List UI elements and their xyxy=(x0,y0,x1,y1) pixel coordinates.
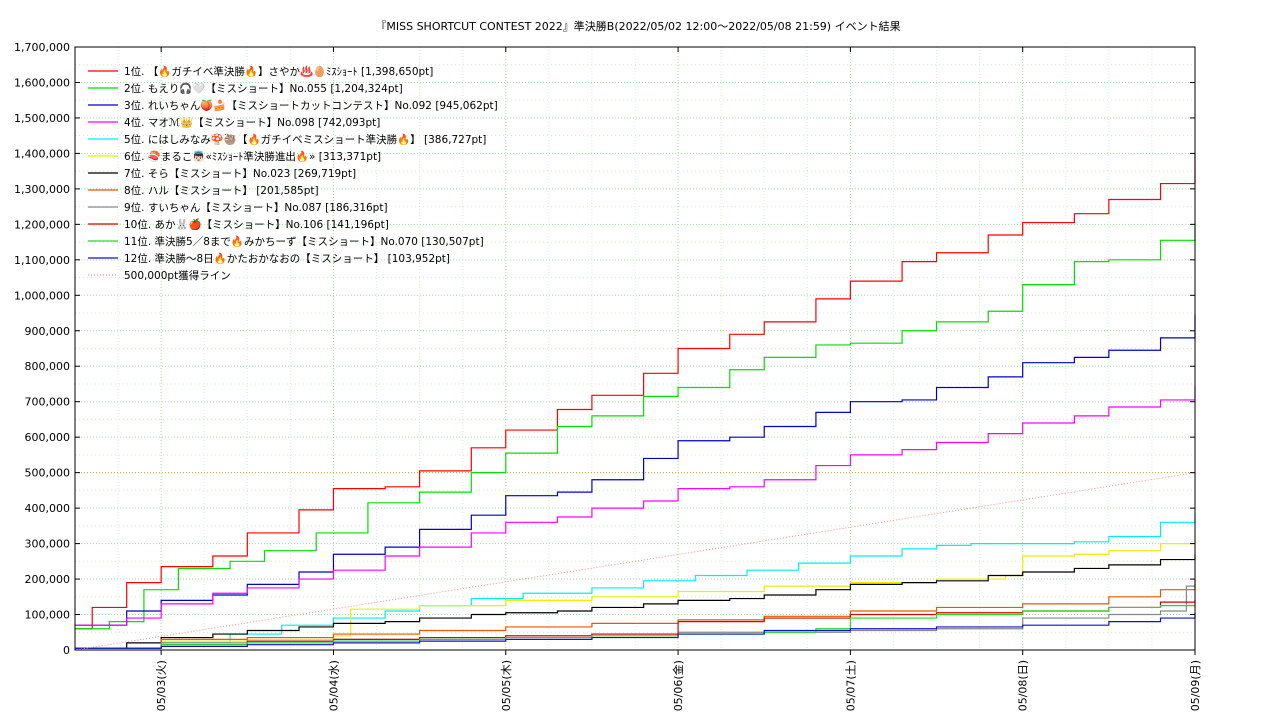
legend-label: 10位. あか🐰🍎【ミスショート】No.106 [141,196pt] xyxy=(124,218,389,231)
legend-label: 1位. 【🔥ガチイベ準決勝🔥】さやか♨️🥚ﾐｽｼｮｰﾄ [1,398,650pt… xyxy=(124,65,433,78)
y-tick-label: 300,000 xyxy=(25,538,71,551)
grid xyxy=(75,47,1195,650)
y-tick-label: 1,600,000 xyxy=(14,76,70,89)
y-tick-label: 1,300,000 xyxy=(14,183,70,196)
x-tick-label: 05/07(土) xyxy=(844,660,857,711)
legend-label: 8位. ハル【ミスショート】 [201,585pt] xyxy=(124,184,319,197)
series-line-7 xyxy=(75,554,1196,649)
legend: 1位. 【🔥ガチイベ準決勝🔥】さやか♨️🥚ﾐｽｼｮｰﾄ [1,398,650pt… xyxy=(88,65,498,282)
y-tick-label: 400,000 xyxy=(25,502,71,515)
x-tick-label: 05/06(金) xyxy=(671,660,685,711)
series-line-12 xyxy=(75,613,1196,649)
x-tick-label: 05/05(木) xyxy=(500,660,513,711)
y-tick-label: 1,200,000 xyxy=(14,218,70,231)
y-tick-label: 100,000 xyxy=(25,609,71,622)
y-tick-label: 800,000 xyxy=(25,360,71,373)
y-tick-label: 1,100,000 xyxy=(14,254,70,267)
y-tick-label: 900,000 xyxy=(25,325,71,338)
x-axis: 05/03(火) 05/04(水) 05/05(木) 05/06(金) 05/07(土)… xyxy=(155,47,1202,711)
y-tick-label: 200,000 xyxy=(25,573,71,586)
series-line-2 xyxy=(75,222,1196,630)
y-tick-label: 700,000 xyxy=(25,396,71,409)
legend-label: 5位. にはしみなみ🍄🦥【🔥ガチイベミスショート準決勝🔥】 [386,727pt… xyxy=(124,133,486,146)
series-line-4 xyxy=(75,386,1196,626)
x-tick-label: 05/03(火) xyxy=(155,660,168,711)
y-axis: 0 100,000 200,000 300,000 400,000 500,000 600,… xyxy=(14,41,1195,657)
y-tick-label: 600,000 xyxy=(25,431,71,444)
legend-label: 9位. すいちゃん【ミスショート】No.087 [186,316pt] xyxy=(124,201,388,214)
series-lines xyxy=(74,153,1196,651)
legend-label: 4位. マオℳ👑【ミスショート】No.098 [742,093pt] xyxy=(124,116,380,129)
legend-label: 7位. そら【ミスショート】No.023 [269,719pt] xyxy=(124,167,356,180)
y-tick-label: 1,700,000 xyxy=(14,41,70,54)
legend-label: 11位. 準決勝5／8まで🔥みかちーず【ミスショート】No.070 [130,5… xyxy=(124,235,484,248)
x-tick-label: 05/08(日) xyxy=(1017,660,1030,711)
y-tick-label: 500,000 xyxy=(25,467,71,480)
chart-title: 『MISS SHORTCUT CONTEST 2022』準決勝B(2022/05… xyxy=(375,19,900,33)
plot-area xyxy=(74,46,1196,651)
y-tick-label: 1,500,000 xyxy=(14,112,70,125)
legend-label: 6位. 🍣まるこ👼🏻«ﾐｽｼｮｰﾄ準決勝進出🔥» [313,371pt] xyxy=(124,150,381,163)
series-line-8 xyxy=(75,578,1196,649)
legend-label: 12位. 準決勝〜8日🔥かたおかなおの【ミスショート】 [103,952pt] xyxy=(124,252,450,265)
series-line-3 xyxy=(75,314,1196,626)
y-tick-label: 1,400,000 xyxy=(14,147,70,160)
y-tick-label: 0 xyxy=(63,644,70,657)
legend-label: 3位. れいちゃん🍑🍰【ミスショートカットコンテスト】No.092 [945,0… xyxy=(124,99,498,112)
legend-label: 500,000pt獲得ライン xyxy=(124,269,231,282)
x-tick-label: 05/04(水) xyxy=(327,660,340,711)
x-tick-label: 05/09(月) xyxy=(1189,660,1202,711)
y-tick-label: 1,000,000 xyxy=(14,289,70,302)
legend-label: 2位. もえり🎧🤍【ミスショート】No.055 [1,204,324pt] xyxy=(124,82,403,95)
series-line-1 xyxy=(75,153,1196,630)
